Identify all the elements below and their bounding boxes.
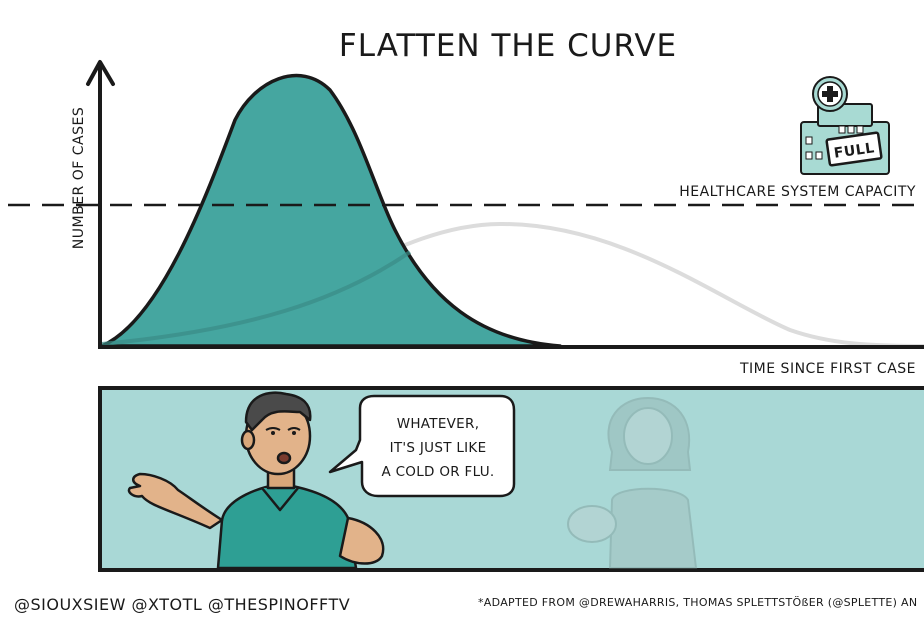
speech-bubble-line-1: WHATEVER, [397,416,480,432]
speech-bubble-line-2: IT'S JUST LIKE [390,440,487,456]
credits-handles: @SIOUXSIEW @XTOTL @THESPINOFFTV [14,595,350,614]
y-axis-label: NUMBER OF CASES [71,107,87,249]
unmitigated-curve [100,73,562,348]
hospital-icon: FULL [800,76,890,175]
x-axis-label: TIME SINCE FIRST CASE [739,361,916,377]
man-figure [127,391,385,570]
hospital-full-sign: FULL [833,140,876,162]
speech-bubble-line-3: A COLD OR FLU. [381,464,494,480]
page-title: FLATTEN THE CURVE [339,28,677,64]
credits-adapted-from: *ADAPTED FROM @DREWAHARRIS, THOMAS SPLET… [478,596,917,609]
flattened-curve-under [101,250,412,346]
speech-bubble: WHATEVER, IT'S JUST LIKE A COLD OR FLU. [328,394,516,498]
woman-washing-hands-figure [567,396,698,569]
y-axis-arrow [86,60,115,86]
comic-panel: WHATEVER, IT'S JUST LIKE A COLD OR FLU. [98,386,924,572]
capacity-label: HEALTHCARE SYSTEM CAPACITY [679,184,916,200]
